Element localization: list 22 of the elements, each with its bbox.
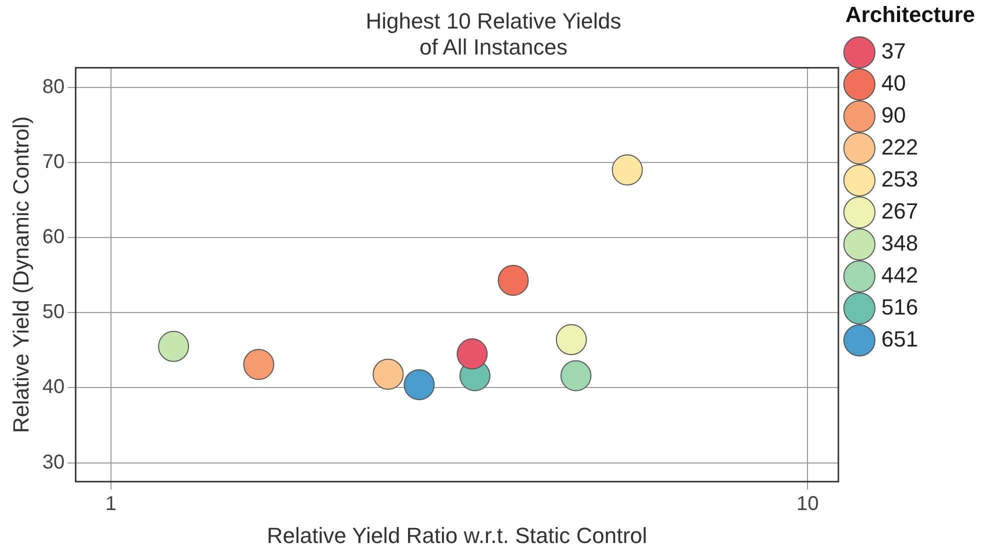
x-tick-label: 10 <box>796 493 819 516</box>
legend-label: 516 <box>881 294 918 320</box>
x-axis-title: Relative Yield Ratio w.r.t. Static Control <box>266 522 648 548</box>
y-tick-label: 70 <box>42 150 65 173</box>
legend-label: 90 <box>881 102 906 128</box>
legend-label: 651 <box>881 326 918 352</box>
legend-label: 253 <box>881 166 918 192</box>
legend-label: 267 <box>881 198 918 224</box>
legend-title: Architecture <box>845 2 975 28</box>
legend-label: 222 <box>881 134 918 160</box>
x-tick-label: 1 <box>105 493 116 516</box>
y-tick-label: 80 <box>42 76 65 98</box>
y-tick-label: 60 <box>42 226 65 248</box>
chart-title: Highest 10 Relative Yields of All Instances <box>366 8 622 60</box>
legend-label: 348 <box>881 230 918 256</box>
y-axis-title: Relative Yield (Dynamic Control) <box>8 116 34 434</box>
legend-label: 442 <box>881 262 918 288</box>
y-tick-label: 50 <box>42 301 65 324</box>
legend-label: 37 <box>881 38 906 64</box>
legend-label: 40 <box>881 70 906 96</box>
y-tick-label: 40 <box>42 376 65 398</box>
y-tick-label: 30 <box>42 451 65 474</box>
